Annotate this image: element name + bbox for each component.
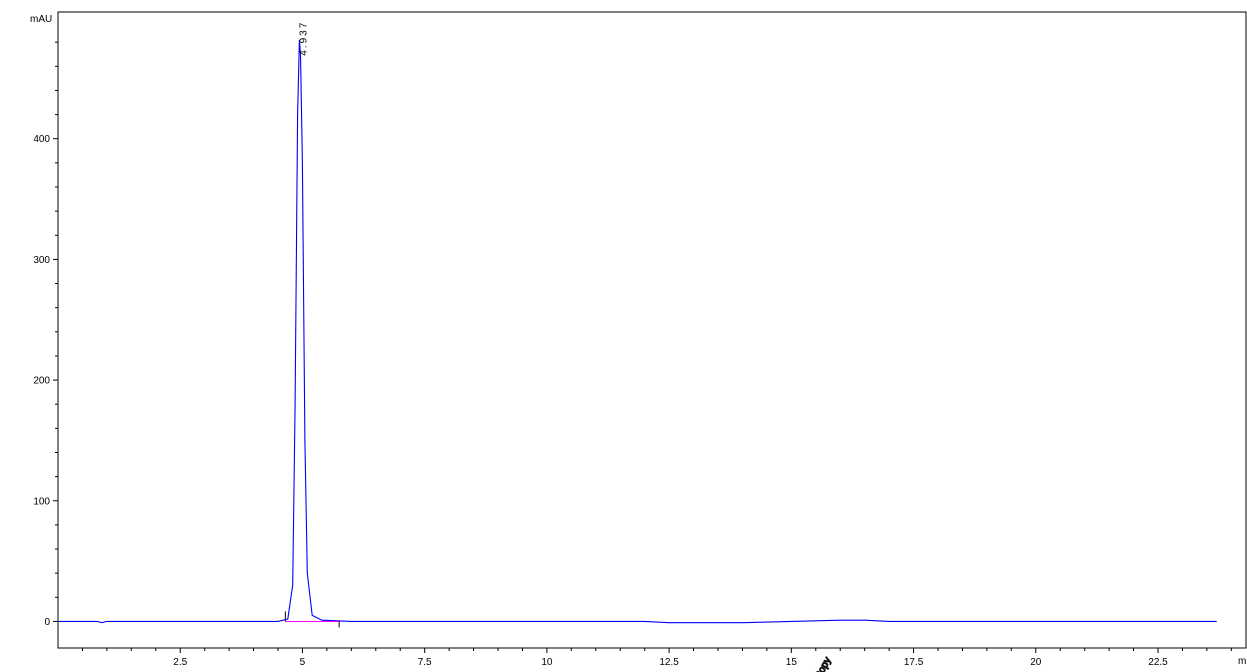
x-tick-label: 17.5 [904,657,924,668]
y-tick-label: 200 [33,376,50,387]
x-tick-label: 20 [1030,657,1042,668]
series-layer [58,39,1217,628]
x-tick-label: 10 [541,657,553,668]
x-tick-label: 5 [300,657,306,668]
x-tick-label: 2.5 [173,657,187,668]
minor-ticks [55,41,1232,651]
y-axis-ticks: 0 100 200 300 400 [33,134,58,628]
series-line [58,39,1217,624]
watermark-text: Copy [813,656,834,672]
peak-label: 4.937 [298,21,309,56]
x-tick-label: 15 [786,657,798,668]
plot-frame [57,11,1247,649]
y-tick-label: 100 [33,496,50,507]
x-tick-label: 12.5 [659,657,679,668]
x-tick-label: 22.5 [1148,657,1168,668]
x-tick-label: 7.5 [418,657,432,668]
y-tick-label: 300 [33,255,50,266]
annotation-layer: 4.937 [298,21,309,56]
watermark: Copy [812,655,834,672]
x-axis-label: m [1238,656,1246,667]
y-tick-label: 400 [33,134,50,145]
y-axis-label: mAU [30,14,52,25]
y-tick-label: 0 [44,617,50,628]
x-axis-ticks: 2.5 5 7.5 10 12.5 15 17.5 20 22.5 [173,648,1168,668]
